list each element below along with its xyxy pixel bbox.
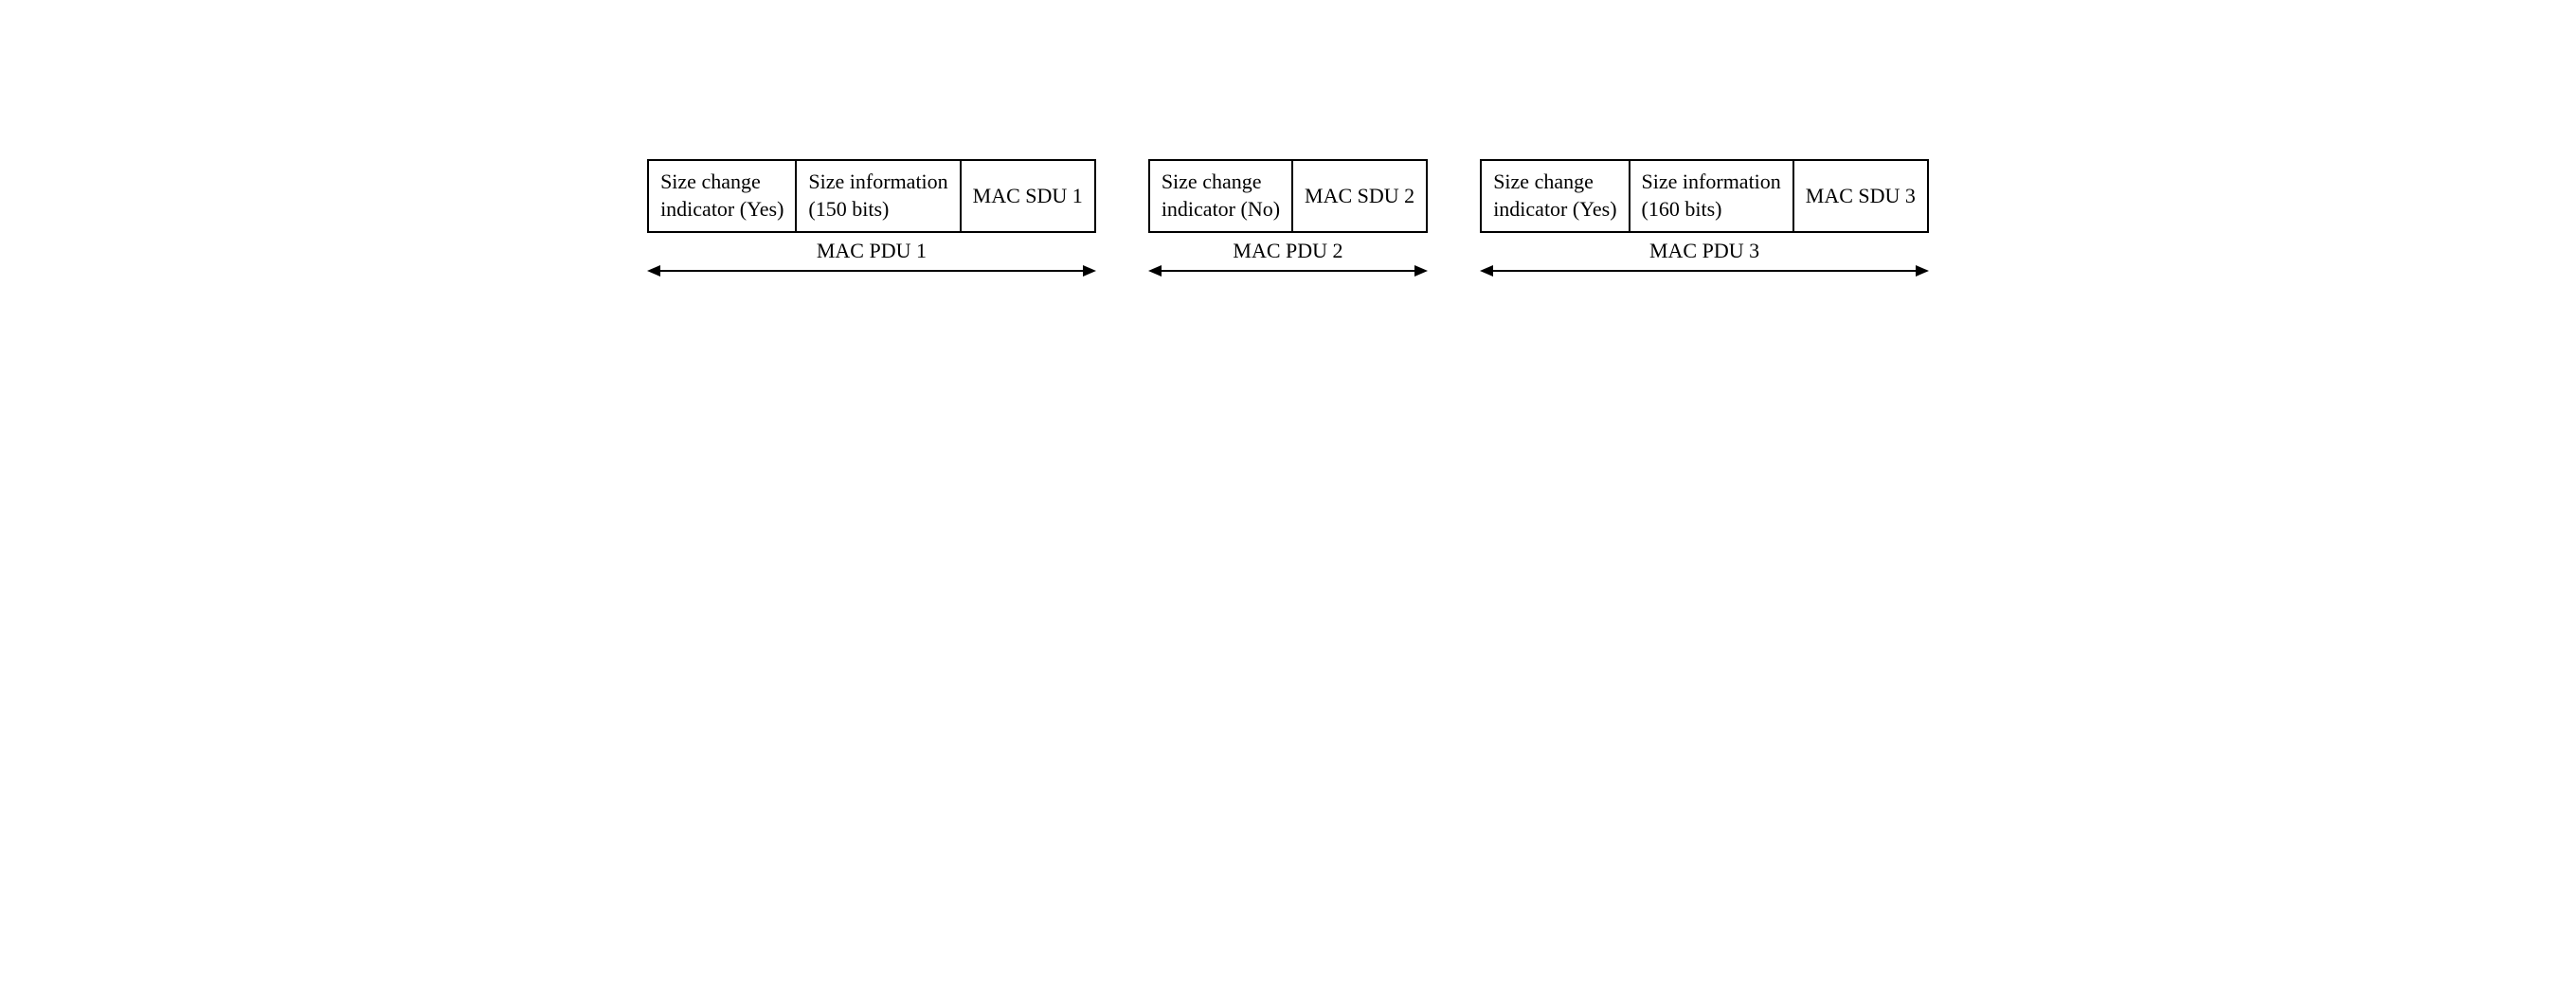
pdu1-arrow: [647, 265, 1096, 277]
pdu3-cell-0: Size changeindicator (Yes): [1481, 160, 1629, 231]
pdu1-cell-1: Size information(150 bits): [796, 160, 960, 231]
pdu2-label: MAC PDU 2: [1233, 239, 1342, 263]
pdu3-arrow: [1480, 265, 1929, 277]
pdu1-cell-0: Size changeindicator (Yes): [648, 160, 796, 231]
pdu-block-2: Size changeindicator (No) MAC SDU 2 MAC …: [1148, 159, 1428, 276]
arrow-left-icon: [1480, 265, 1493, 277]
arrow-shaft: [660, 270, 1083, 272]
pdu-block-3: Size changeindicator (Yes) Size informat…: [1480, 159, 1929, 276]
arrow-left-icon: [1148, 265, 1162, 277]
arrow-right-icon: [1916, 265, 1929, 277]
arrow-shaft: [1162, 270, 1414, 272]
arrow-right-icon: [1414, 265, 1428, 277]
pdu1-label: MAC PDU 1: [817, 239, 927, 263]
pdu-table-1: Size changeindicator (Yes) Size informat…: [647, 159, 1096, 232]
pdu3-cell-1: Size information(160 bits): [1630, 160, 1793, 231]
diagram-container: Size changeindicator (Yes) Size informat…: [647, 159, 1929, 276]
pdu-table-2: Size changeindicator (No) MAC SDU 2: [1148, 159, 1428, 232]
pdu2-arrow: [1148, 265, 1428, 277]
pdu1-cell-2: MAC SDU 1: [961, 160, 1095, 231]
pdu2-cell-0: Size changeindicator (No): [1149, 160, 1292, 231]
pdu3-label: MAC PDU 3: [1649, 239, 1759, 263]
pdu-table-3: Size changeindicator (Yes) Size informat…: [1480, 159, 1929, 232]
arrow-shaft: [1493, 270, 1916, 272]
pdu3-cell-2: MAC SDU 3: [1793, 160, 1928, 231]
arrow-left-icon: [647, 265, 660, 277]
pdu-block-1: Size changeindicator (Yes) Size informat…: [647, 159, 1096, 276]
arrow-right-icon: [1083, 265, 1096, 277]
pdu2-cell-1: MAC SDU 2: [1292, 160, 1427, 231]
